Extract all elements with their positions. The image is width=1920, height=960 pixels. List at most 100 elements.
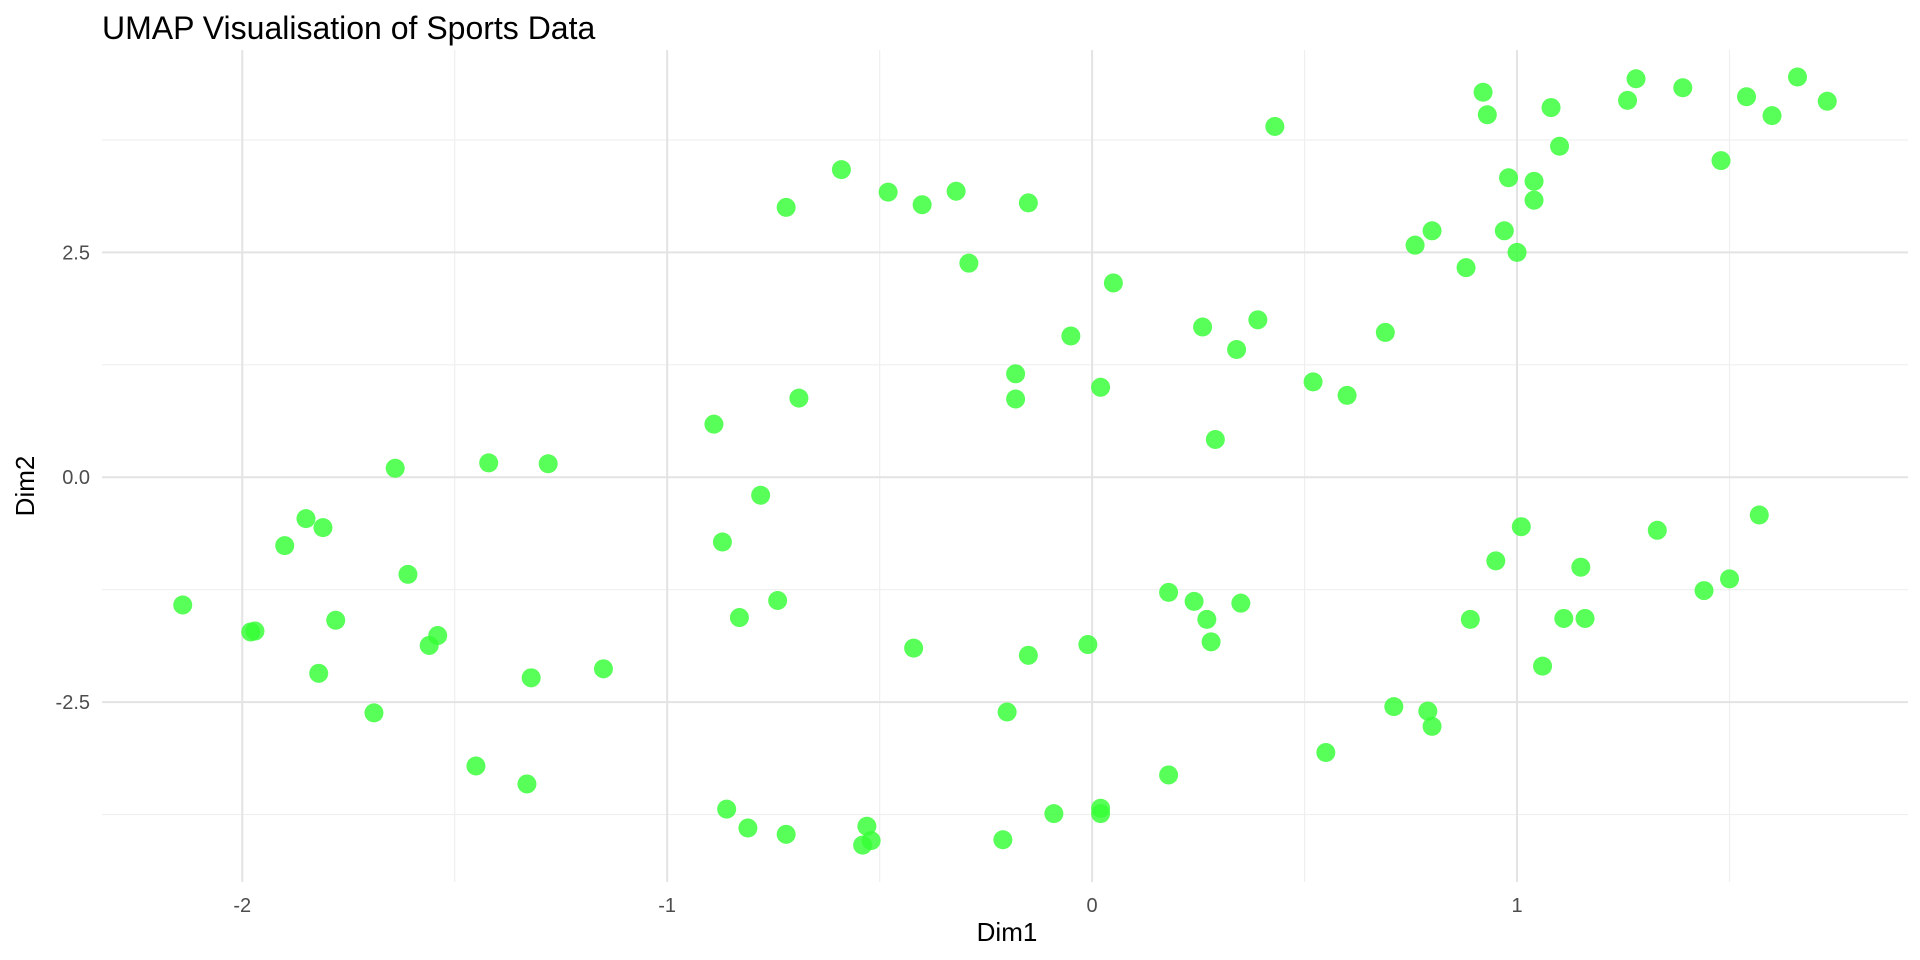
scatter-point — [385, 458, 405, 478]
scatter-point — [704, 414, 724, 434]
scatter-point — [1006, 389, 1026, 409]
scatter-point — [1749, 505, 1769, 525]
scatter-point — [1737, 87, 1757, 107]
scatter-point — [729, 608, 749, 628]
x-axis-title: Dim1 — [977, 917, 1038, 947]
scatter-point — [768, 590, 788, 610]
scatter-point — [428, 626, 448, 646]
scatter-point — [1184, 591, 1204, 611]
scatter-point — [1018, 193, 1038, 213]
scatter-point — [521, 668, 541, 688]
scatter-point — [789, 388, 809, 408]
scatter-point — [1159, 582, 1179, 602]
scatter-point — [1061, 326, 1081, 346]
x-tick-label: -2 — [233, 895, 251, 917]
scatter-point — [1575, 608, 1595, 628]
scatter-point — [1205, 429, 1225, 449]
y-tick-label: 0.0 — [62, 467, 90, 489]
scatter-point — [593, 659, 613, 679]
scatter-point — [1375, 322, 1395, 342]
scatter-point — [878, 182, 898, 202]
y-tick-label: -2.5 — [56, 692, 90, 714]
scatter-point — [517, 774, 537, 794]
scatter-point — [1486, 551, 1506, 571]
scatter-point — [1533, 656, 1553, 676]
scatter-point — [1231, 593, 1251, 613]
scatter-point — [1405, 235, 1425, 255]
scatter-point — [1460, 609, 1480, 629]
scatter-point — [993, 830, 1013, 850]
scatter-point — [1788, 67, 1808, 87]
scatter-point — [479, 453, 499, 473]
scatter-point — [1197, 609, 1217, 629]
scatter-point — [1201, 632, 1221, 652]
tick-labels: -2 -1 0 1 2.5 0.0 -2.5 — [56, 242, 1523, 917]
scatter-point — [1511, 517, 1531, 537]
scatter-point — [1456, 258, 1476, 278]
scatter-point — [1673, 78, 1693, 98]
scatter-point — [1720, 569, 1740, 589]
scatter-point — [912, 195, 932, 215]
scatter-point — [1248, 310, 1268, 330]
scatter-point — [946, 181, 966, 201]
scatter-point — [1647, 520, 1667, 540]
scatter-point — [1159, 765, 1179, 785]
scatter-point — [712, 532, 732, 552]
scatter-point — [776, 197, 796, 217]
scatter-point — [776, 824, 796, 844]
scatter-point — [313, 518, 333, 538]
scatter-point — [1618, 90, 1638, 110]
scatter-point — [364, 703, 384, 723]
scatter-point — [1091, 798, 1111, 818]
scatter-point — [1762, 106, 1782, 126]
scatter-point — [1554, 608, 1574, 628]
scatter-point — [1227, 340, 1247, 360]
scatter-point — [1477, 105, 1497, 125]
scatter-point — [1265, 116, 1285, 136]
scatter-point — [1524, 190, 1544, 210]
scatter-point — [1384, 697, 1404, 717]
scatter-point — [309, 663, 329, 683]
scatter-points — [173, 67, 1837, 855]
scatter-point — [1078, 635, 1098, 655]
scatter-point — [538, 454, 558, 474]
chart-title: UMAP Visualisation of Sports Data — [102, 10, 595, 46]
scatter-point — [1694, 581, 1714, 601]
scatter-point — [1316, 742, 1336, 762]
scatter-point — [398, 564, 418, 584]
y-tick-label: 2.5 — [62, 242, 90, 264]
x-tick-label: 1 — [1511, 895, 1522, 917]
scatter-point — [1494, 221, 1514, 241]
scatter-point — [1193, 317, 1213, 337]
scatter-point — [1422, 716, 1442, 736]
scatter-point — [751, 485, 771, 505]
scatter-point — [717, 799, 737, 819]
scatter-point — [1541, 98, 1561, 118]
scatter-point — [1817, 91, 1837, 111]
scatter-point — [1524, 171, 1544, 191]
scatter-point — [1018, 645, 1038, 665]
scatter-point — [857, 816, 877, 836]
scatter-point — [1091, 377, 1111, 397]
scatter-point — [1626, 69, 1646, 89]
x-tick-label: -1 — [658, 895, 676, 917]
grid — [102, 50, 1908, 882]
scatter-point — [275, 536, 295, 556]
scatter-point — [1337, 385, 1357, 405]
x-tick-label: 0 — [1087, 895, 1098, 917]
scatter-point — [296, 509, 316, 529]
scatter-point — [326, 610, 346, 630]
scatter-point — [1473, 82, 1493, 102]
scatter-point — [1303, 372, 1323, 392]
scatter-point — [1711, 151, 1731, 171]
scatter-point — [1006, 364, 1026, 384]
scatter-point — [861, 831, 881, 851]
scatter-point — [831, 160, 851, 180]
scatter-point — [959, 253, 979, 273]
scatter-point — [1418, 701, 1438, 721]
scatter-point — [466, 756, 486, 776]
scatter-point — [1422, 221, 1442, 241]
scatter-point — [997, 702, 1017, 722]
